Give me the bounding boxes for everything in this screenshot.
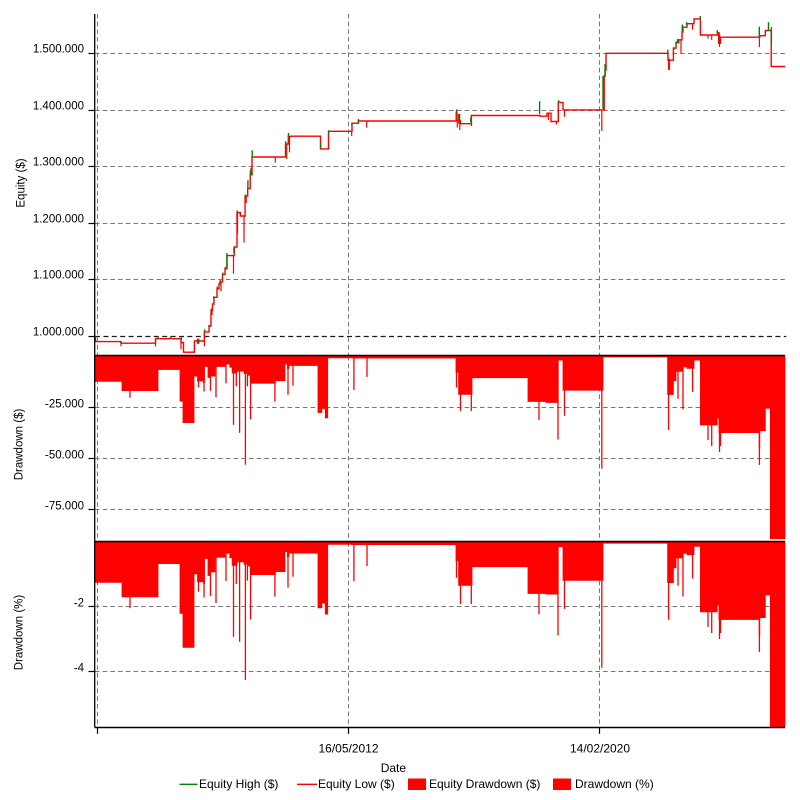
svg-text:1.000.000: 1.000.000 — [33, 327, 84, 339]
svg-text:-25.000: -25.000 — [45, 399, 84, 411]
svg-text:1.100.000: 1.100.000 — [33, 270, 84, 282]
svg-text:1.500.000: 1.500.000 — [33, 44, 84, 56]
svg-text:Equity Low ($): Equity Low ($) — [318, 777, 395, 791]
svg-text:Drawdown (%): Drawdown (%) — [14, 595, 26, 671]
svg-text:-2: -2 — [74, 598, 84, 610]
svg-text:1.200.000: 1.200.000 — [33, 214, 84, 226]
svg-text:1.400.000: 1.400.000 — [33, 101, 84, 113]
svg-text:Date: Date — [381, 761, 407, 775]
svg-text:1.300.000: 1.300.000 — [33, 157, 84, 169]
svg-text:Equity High ($): Equity High ($) — [199, 777, 278, 791]
svg-text:14/02/2020: 14/02/2020 — [570, 741, 630, 755]
svg-text:-4: -4 — [74, 663, 85, 675]
svg-text:Equity ($): Equity ($) — [16, 158, 28, 207]
svg-text:-75.000: -75.000 — [45, 501, 84, 513]
svg-text:Equity Drawdown ($): Equity Drawdown ($) — [429, 777, 540, 791]
svg-text:Drawdown (%): Drawdown (%) — [575, 777, 654, 791]
svg-text:-50.000: -50.000 — [45, 450, 84, 462]
svg-text:16/05/2012: 16/05/2012 — [318, 741, 378, 755]
svg-text:Drawdown ($): Drawdown ($) — [14, 409, 26, 481]
